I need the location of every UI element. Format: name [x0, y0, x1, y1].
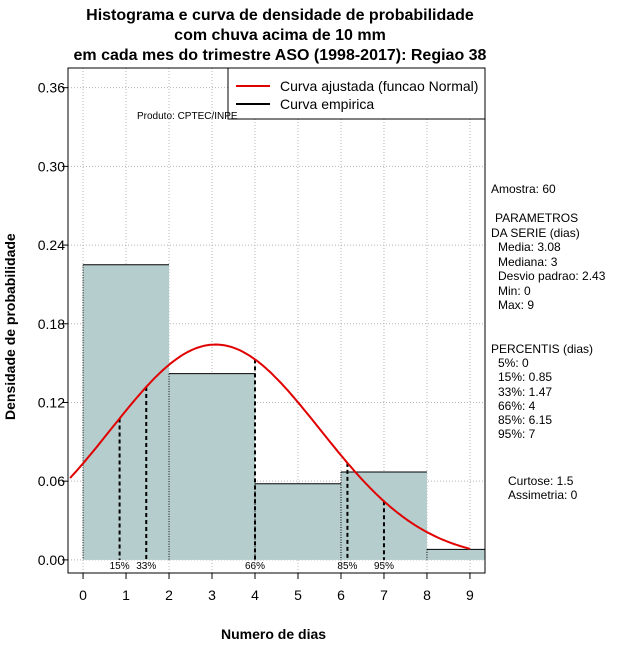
percentile-lines-layer: 15% 33% 66% 85% 95%: [110, 359, 394, 572]
percentile-label: 85%: [337, 561, 357, 572]
stat-p33: 33%: 1.47: [498, 385, 553, 399]
stat-sample: Amostra: 60: [491, 182, 556, 196]
stat-kurtosis: Curtose: 1.5: [508, 474, 574, 488]
y-tick-label: 0.36: [38, 80, 65, 96]
stat-p66: 66%: 4: [498, 399, 536, 413]
stat-params-header-1: PARAMETROS: [495, 211, 579, 225]
x-tick-label: 7: [380, 587, 388, 603]
stat-p95: 95%: 7: [498, 427, 536, 441]
x-tick-label: 8: [423, 587, 431, 603]
legend: Curva ajustada (funcao Normal) Curva emp…: [227, 67, 486, 120]
credit-label: Produto: CPTEC/INPE: [137, 111, 238, 122]
chart-title-line-3: em cada mes do trimestre ASO (1998-2017)…: [73, 47, 487, 64]
stat-skewness: Assimetria: 0: [508, 488, 578, 502]
stat-median: Mediana: 3: [498, 255, 558, 269]
y-axis-label: Densidade de probabilidade: [2, 233, 18, 420]
chart-title-line-1: Histograma e curva de densidade de proba…: [86, 7, 474, 24]
percentile-label: 33%: [136, 561, 156, 572]
y-tick-label: 0.06: [38, 473, 65, 489]
stat-p85: 85%: 6.15: [498, 413, 553, 427]
x-axis-label: Numero de dias: [221, 626, 327, 642]
legend-label-empirical-curve: Curva empirica: [280, 96, 374, 112]
x-tick-label: 1: [122, 587, 130, 603]
percentile-label: 66%: [245, 561, 265, 572]
stat-p15: 15%: 0.85: [498, 370, 553, 384]
y-tick-label: 0.00: [38, 552, 65, 568]
stat-mean: Media: 3.08: [498, 240, 561, 254]
y-tick-label: 0.24: [38, 237, 65, 253]
x-tick-label: 6: [337, 587, 345, 603]
histogram-bar: [169, 373, 256, 560]
stat-percentiles-header: PERCENTIS (dias): [491, 342, 594, 356]
axis-layer: 0 1 2 3 4 5 6 7 8 9 0.00 0.06 0.12 0.18 0.24 0.30 0.36: [38, 80, 474, 603]
histogram-bar: [426, 549, 485, 560]
percentile-label: 95%: [374, 561, 394, 572]
stat-p5: 5%: 0: [498, 356, 529, 370]
chart-title-line-2: com chuva acima de 10 mm: [174, 27, 386, 44]
x-tick-label: 2: [165, 587, 173, 603]
legend-label-fitted-curve: Curva ajustada (funcao Normal): [280, 78, 478, 94]
y-tick-label: 0.12: [38, 394, 65, 410]
x-tick-label: 3: [208, 587, 216, 603]
stat-min: Min: 0: [498, 284, 531, 298]
legend-box: [227, 67, 486, 120]
x-tick-label: 0: [79, 587, 87, 603]
stat-params-header-2: DA SERIE (dias): [491, 226, 580, 240]
percentile-label: 15%: [110, 561, 130, 572]
stat-std-dev: Desvio padrao: 2.43: [498, 269, 606, 283]
y-tick-label: 0.18: [38, 316, 65, 332]
x-tick-label: 9: [466, 587, 474, 603]
fitted-normal-curve: [69, 343, 471, 550]
x-tick-label: 5: [294, 587, 302, 603]
y-tick-label: 0.30: [38, 158, 65, 174]
bars-layer: [82, 264, 485, 560]
stat-max: Max: 9: [498, 298, 535, 312]
histogram-bar: [83, 264, 170, 560]
histogram-bar: [255, 483, 341, 560]
x-tick-label: 4: [251, 587, 259, 603]
